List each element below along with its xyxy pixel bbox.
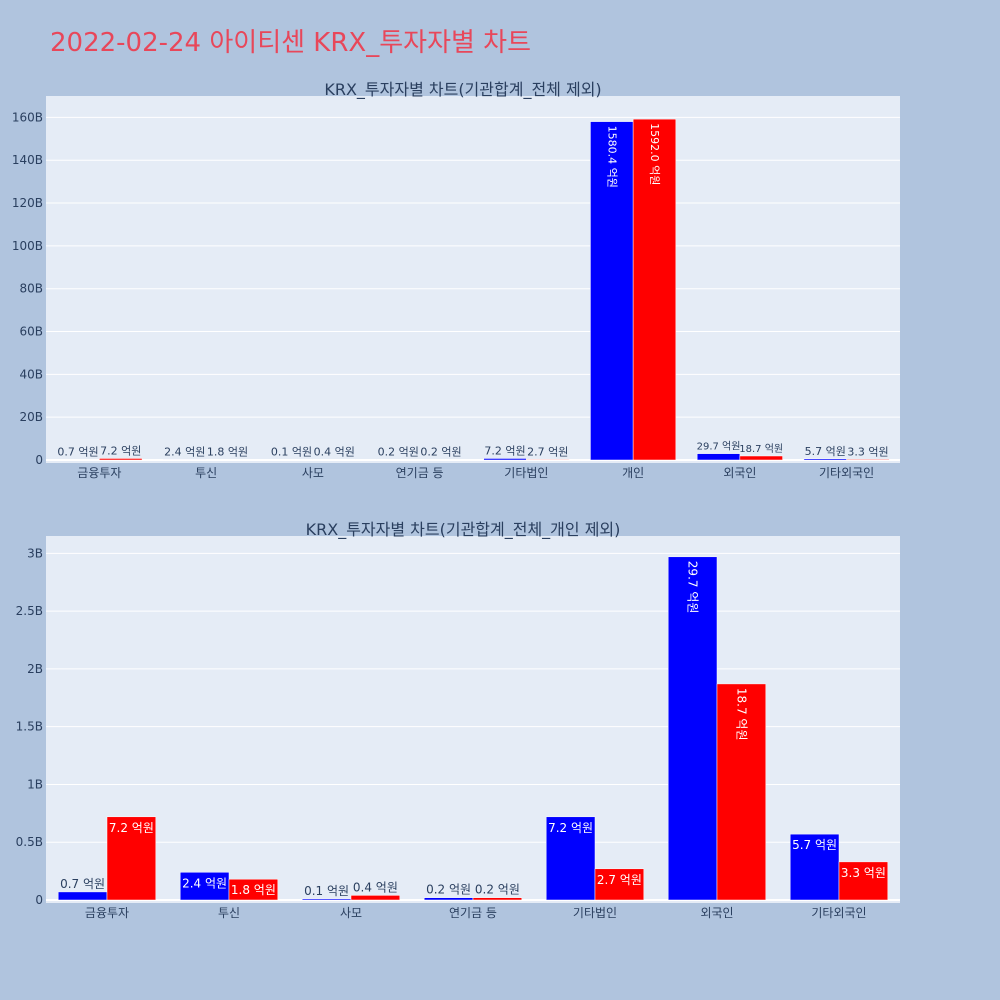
bar xyxy=(526,459,570,461)
x-tick-label: 기타법인 xyxy=(573,906,617,920)
x-tick-label: 외국인 xyxy=(723,466,756,480)
data-label: 1580.4 억원 xyxy=(605,126,618,188)
bar xyxy=(483,458,527,461)
y-tick-label: 0 xyxy=(35,893,43,907)
bar xyxy=(163,459,207,461)
data-label: 29.7 억원 xyxy=(697,441,741,453)
y-tick-label: 1.5B xyxy=(16,720,43,734)
x-tick-label: 투신 xyxy=(195,466,217,480)
bar xyxy=(632,118,677,461)
x-tick-label: 기타외국인 xyxy=(819,466,874,480)
x-tick-label: 금융투자 xyxy=(77,466,121,480)
data-label: 7.2 억원 xyxy=(100,444,141,457)
data-label: 0.2 억원 xyxy=(378,446,419,459)
data-label: 0.4 억원 xyxy=(314,446,355,459)
x-tick-label: 사모 xyxy=(302,466,324,480)
bar xyxy=(376,459,420,461)
y-tick-label: 0.5B xyxy=(16,835,43,849)
data-label: 0.2 억원 xyxy=(426,883,471,897)
data-label: 0.7 억원 xyxy=(60,877,105,891)
bar xyxy=(205,459,250,461)
bar xyxy=(838,861,889,901)
bar xyxy=(739,455,783,461)
data-label: 5.7 억원 xyxy=(805,445,846,458)
data-label: 0.7 억원 xyxy=(57,446,98,459)
bar xyxy=(350,895,401,901)
bar xyxy=(179,872,230,901)
y-tick-label: 120B xyxy=(12,196,43,210)
y-tick-label: 160B xyxy=(12,110,43,124)
data-label: 3.3 억원 xyxy=(841,866,886,880)
chart-title: KRX_투자자별 차트(기관합계_전체_개인 제외) xyxy=(306,520,621,540)
data-label: 7.2 억원 xyxy=(109,821,154,835)
data-label: 2.7 억원 xyxy=(597,873,642,887)
bar xyxy=(846,459,890,461)
bar xyxy=(716,683,767,901)
x-tick-label: 기타외국인 xyxy=(811,906,866,920)
data-label: 5.7 억원 xyxy=(792,838,837,852)
data-label: 7.2 억원 xyxy=(548,821,593,835)
y-tick-label: 80B xyxy=(19,282,43,296)
y-tick-label: 40B xyxy=(19,367,43,381)
y-tick-label: 2.5B xyxy=(16,604,43,618)
data-label: 18.7 억원 xyxy=(734,688,748,741)
bar xyxy=(301,898,352,901)
data-label: 2.4 억원 xyxy=(164,445,205,458)
chart-title: KRX_투자자별 차트(기관합계_전체 제외) xyxy=(324,80,601,100)
y-tick-label: 1B xyxy=(27,777,43,791)
plot-area xyxy=(46,96,900,463)
x-tick-label: 연기금 등 xyxy=(396,466,444,480)
x-tick-label: 사모 xyxy=(340,906,362,920)
plot-area xyxy=(46,536,900,903)
y-tick-label: 60B xyxy=(19,325,43,339)
x-tick-label: 투신 xyxy=(218,906,240,920)
bar xyxy=(594,868,645,901)
data-label: 1.8 억원 xyxy=(207,446,248,459)
data-label: 2.4 억원 xyxy=(182,876,227,890)
bar xyxy=(269,459,314,461)
bar xyxy=(803,458,847,461)
bar xyxy=(590,121,634,461)
data-label: 0.2 억원 xyxy=(420,446,461,459)
bar xyxy=(423,897,474,901)
x-tick-label: 연기금 등 xyxy=(449,906,497,920)
data-label: 1.8 억원 xyxy=(231,883,276,897)
page-title: 2022-02-24 아이티센 KRX_투자자별 차트 xyxy=(50,28,532,58)
data-label: 7.2 억원 xyxy=(484,444,525,457)
bar xyxy=(545,816,596,901)
data-label: 18.7 억원 xyxy=(739,443,783,455)
y-tick-label: 0 xyxy=(35,453,43,467)
y-tick-label: 140B xyxy=(12,153,43,167)
bar xyxy=(419,459,463,461)
data-label: 29.7 억원 xyxy=(686,561,700,614)
bar xyxy=(696,453,741,461)
data-label: 0.1 억원 xyxy=(304,884,349,898)
bar xyxy=(472,897,523,901)
data-label: 0.1 억원 xyxy=(271,446,312,459)
bar xyxy=(56,459,100,461)
data-label: 0.2 억원 xyxy=(475,883,520,897)
bar xyxy=(312,459,356,461)
x-tick-label: 금융투자 xyxy=(85,906,129,920)
bar xyxy=(667,556,718,901)
x-tick-label: 기타법인 xyxy=(504,466,548,480)
bar xyxy=(228,878,279,901)
bar xyxy=(99,458,143,461)
data-label: 3.3 억원 xyxy=(847,445,888,458)
y-tick-label: 20B xyxy=(19,410,43,424)
bar xyxy=(106,816,157,901)
data-label: 0.4 억원 xyxy=(353,880,398,894)
x-tick-label: 개인 xyxy=(622,466,644,480)
data-label: 2.7 억원 xyxy=(527,445,568,458)
y-tick-label: 100B xyxy=(12,239,43,253)
x-tick-label: 외국인 xyxy=(700,906,733,920)
y-tick-label: 3B xyxy=(27,546,43,560)
data-label: 1592.0 억원 xyxy=(648,123,661,185)
y-tick-label: 2B xyxy=(27,662,43,676)
bar xyxy=(57,891,108,901)
